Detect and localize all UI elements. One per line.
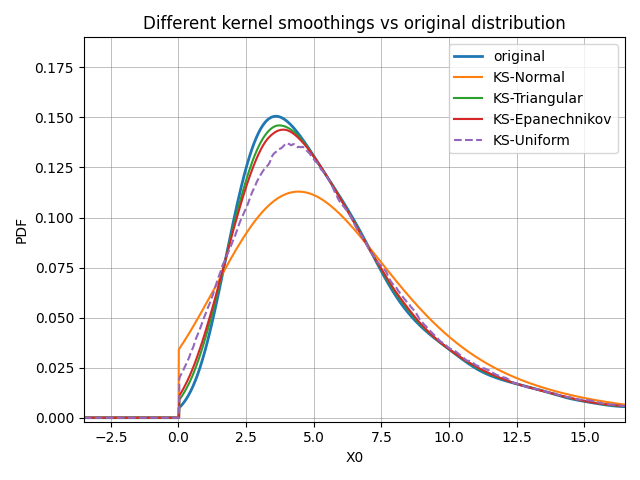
original [605,403,613,408]
KS-Uniform [605,402,613,408]
KS-Normal [605,399,613,405]
KS-Epanechnikov [108,415,115,420]
Line: KS-Normal: KS-Normal [84,192,625,418]
KS-Epanechnikov [605,402,613,408]
original [80,415,88,420]
original [108,415,115,420]
KS-Normal [329,204,337,210]
KS-Uniform [506,377,514,383]
KS-Epanechnikov [344,208,351,214]
KS-Normal [605,399,613,405]
Line: KS-Epanechnikov: KS-Epanechnikov [84,130,625,418]
KS-Epanechnikov [280,127,287,132]
KS-Triangular [605,402,613,408]
KS-Triangular [506,379,514,385]
KS-Triangular [80,415,88,420]
X-axis label: X0: X0 [345,451,364,465]
KS-Uniform [329,185,337,191]
original [506,379,514,385]
KS-Triangular [344,207,351,213]
KS-Uniform [605,401,613,407]
Line: KS-Uniform: KS-Uniform [84,143,625,418]
KS-Triangular [275,122,283,128]
KS-Epanechnikov [605,402,613,408]
KS-Uniform [344,208,351,214]
KS-Uniform [80,415,88,420]
Y-axis label: PDF: PDF [15,216,29,243]
original [621,404,629,409]
KS-Epanechnikov [80,415,88,420]
KS-Uniform [108,415,115,420]
KS-Normal [506,372,514,378]
KS-Triangular [605,402,613,408]
KS-Triangular [621,404,629,409]
original [605,403,613,408]
KS-Epanechnikov [506,379,514,384]
KS-Normal [294,189,302,194]
KS-Triangular [108,415,115,420]
KS-Triangular [329,183,337,189]
original [344,206,351,212]
KS-Normal [344,219,351,225]
Title: Different kernel smoothings vs original distribution: Different kernel smoothings vs original … [143,15,566,33]
KS-Epanechnikov [621,403,629,409]
original [329,183,337,189]
KS-Normal [108,415,115,420]
original [272,113,280,119]
Line: original: original [84,116,625,418]
KS-Epanechnikov [329,183,337,189]
Legend: original, KS-Normal, KS-Triangular, KS-Epanechnikov, KS-Uniform: original, KS-Normal, KS-Triangular, KS-E… [449,44,618,153]
Line: KS-Triangular: KS-Triangular [84,125,625,418]
KS-Uniform [621,403,629,409]
KS-Normal [621,402,629,408]
KS-Uniform [284,140,291,146]
KS-Normal [80,415,88,420]
